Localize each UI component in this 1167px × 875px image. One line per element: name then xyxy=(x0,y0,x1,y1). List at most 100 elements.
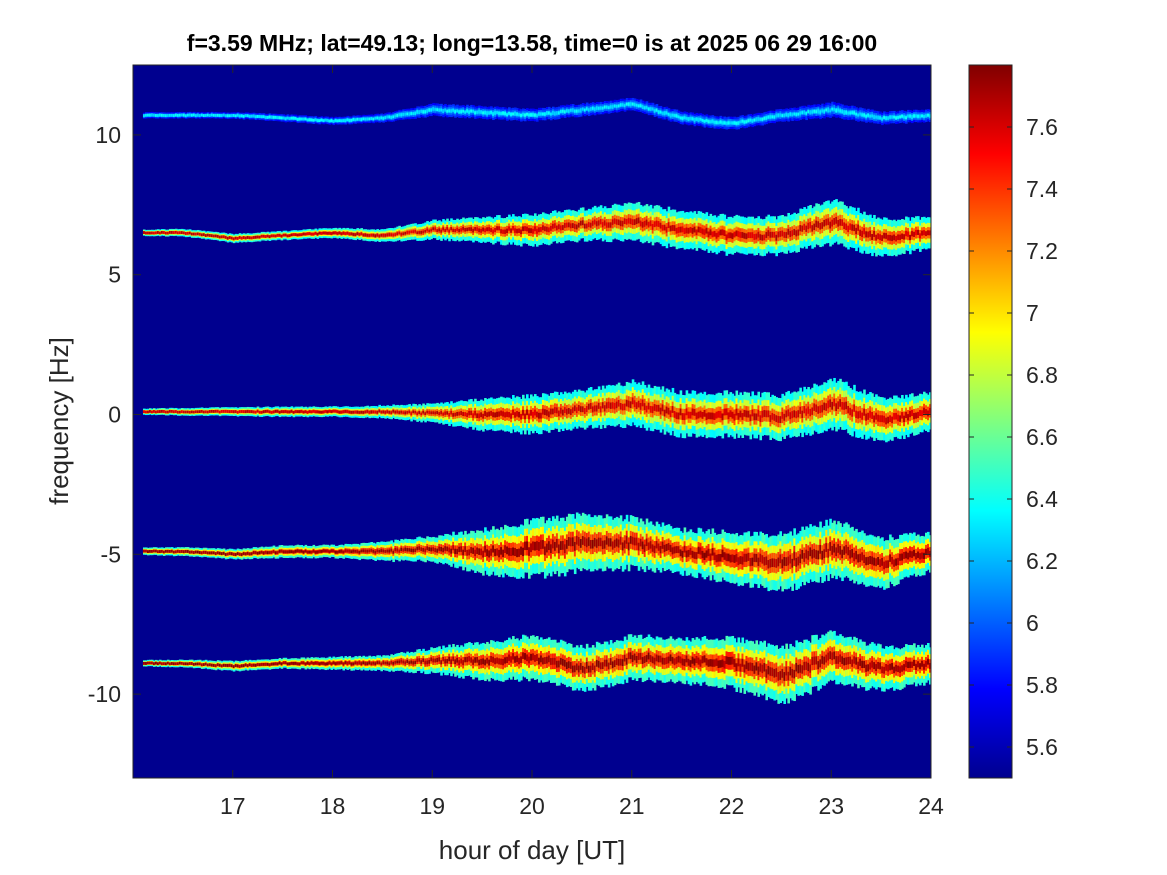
heatmap-cell xyxy=(585,406,589,412)
heatmap-cell xyxy=(150,231,154,235)
heatmap-cell xyxy=(532,411,535,418)
heatmap-cell xyxy=(462,109,465,113)
heatmap-cell xyxy=(851,224,854,231)
heatmap-cell xyxy=(625,102,629,106)
heatmap-cell xyxy=(204,550,208,554)
heatmap-cell xyxy=(853,224,856,232)
heatmap-cell xyxy=(907,414,910,421)
heatmap-cell xyxy=(637,104,641,108)
heatmap-cell xyxy=(653,109,657,113)
heatmap-cell xyxy=(268,115,272,119)
heatmap-cell xyxy=(184,232,188,235)
heatmap-cell xyxy=(358,232,362,236)
heatmap-cell xyxy=(711,412,715,420)
heatmap-cell xyxy=(641,105,645,109)
heatmap-cell xyxy=(146,231,150,235)
heatmap-cell xyxy=(270,410,274,414)
heatmap-cell xyxy=(841,402,844,410)
heatmap-cell xyxy=(583,408,587,414)
heatmap-cell xyxy=(551,223,555,229)
heatmap-cell xyxy=(198,551,202,554)
heatmap-cell xyxy=(595,106,599,110)
heatmap-cell xyxy=(510,228,513,233)
heatmap-cell xyxy=(312,118,316,122)
heatmap-cell xyxy=(561,225,565,230)
heatmap-cell xyxy=(697,411,701,419)
heatmap-trace xyxy=(142,377,931,443)
heatmap-cell xyxy=(867,231,870,238)
heatmap-cell xyxy=(232,552,236,556)
heatmap-cell xyxy=(809,110,812,114)
heatmap-cell xyxy=(148,409,152,413)
heatmap-cell xyxy=(895,412,898,420)
heatmap-cell xyxy=(496,111,499,114)
heatmap-cell xyxy=(284,233,288,237)
heatmap-cell xyxy=(354,410,358,414)
heatmap-cell xyxy=(555,111,559,115)
heatmap-cell xyxy=(160,409,164,413)
heatmap-cell xyxy=(901,233,904,239)
heatmap-cell xyxy=(234,553,238,556)
heatmap-cell xyxy=(392,233,395,237)
heatmap-cell xyxy=(206,113,210,117)
heatmap-cell xyxy=(224,235,228,239)
heatmap-cell xyxy=(164,114,168,118)
heatmap-cell xyxy=(480,228,483,233)
heatmap-cell xyxy=(703,229,707,236)
heatmap-cell xyxy=(631,102,635,106)
heatmap-cell xyxy=(194,410,198,414)
heatmap-cell xyxy=(837,401,840,410)
heatmap-cell xyxy=(272,410,276,414)
heatmap-cell xyxy=(843,222,846,229)
heatmap-cell xyxy=(232,410,236,414)
heatmap-cell xyxy=(244,114,248,118)
heatmap-cell xyxy=(292,233,296,236)
heatmap-cell xyxy=(583,223,587,229)
heatmap-cell xyxy=(348,232,352,236)
heatmap-cell xyxy=(446,227,449,231)
heatmap-cell xyxy=(362,233,366,237)
heatmap-cell xyxy=(458,228,461,233)
heatmap-cell xyxy=(779,113,782,117)
heatmap-cell xyxy=(300,117,304,121)
heatmap-cell xyxy=(601,222,605,228)
heatmap-cell xyxy=(212,551,216,555)
heatmap-cell xyxy=(204,410,208,414)
heatmap-cell xyxy=(386,115,389,119)
heatmap-cell xyxy=(318,119,322,123)
heatmap-cell xyxy=(673,225,677,232)
heatmap-cell xyxy=(883,415,886,423)
heatmap-cell xyxy=(909,410,912,418)
heatmap-cell xyxy=(182,113,186,117)
heatmap-cell xyxy=(216,113,220,117)
heatmap-cell xyxy=(881,235,884,242)
heatmap-cell xyxy=(210,113,214,117)
heatmap-cell xyxy=(498,411,501,417)
heatmap-cell xyxy=(338,119,342,122)
heatmap-cell xyxy=(657,221,661,227)
heatmap-cell xyxy=(174,230,178,234)
heatmap-cell xyxy=(182,550,186,554)
heatmap-cell xyxy=(805,111,808,115)
heatmap-cell xyxy=(262,115,266,119)
heatmap-cell xyxy=(777,416,780,423)
heatmap-cell xyxy=(839,109,842,113)
heatmap-cell xyxy=(438,108,441,112)
heatmap-cell xyxy=(599,406,603,413)
heatmap-cell xyxy=(454,228,457,233)
heatmap-cell xyxy=(524,113,527,117)
heatmap-cell xyxy=(755,233,759,240)
heatmap-cell xyxy=(805,408,808,416)
heatmap-cell xyxy=(398,411,401,414)
heatmap-cell xyxy=(366,410,369,413)
heatmap-cell xyxy=(342,231,346,235)
heatmap-cell xyxy=(855,112,858,116)
heatmap-cell xyxy=(683,413,687,421)
heatmap-cell xyxy=(677,412,681,420)
heatmap-cell xyxy=(545,409,549,416)
heatmap-cell xyxy=(839,219,842,226)
heatmap-cell xyxy=(797,112,800,116)
heatmap-cell xyxy=(354,118,358,122)
heatmap-cell xyxy=(430,228,433,232)
heatmap-cell xyxy=(793,112,796,116)
